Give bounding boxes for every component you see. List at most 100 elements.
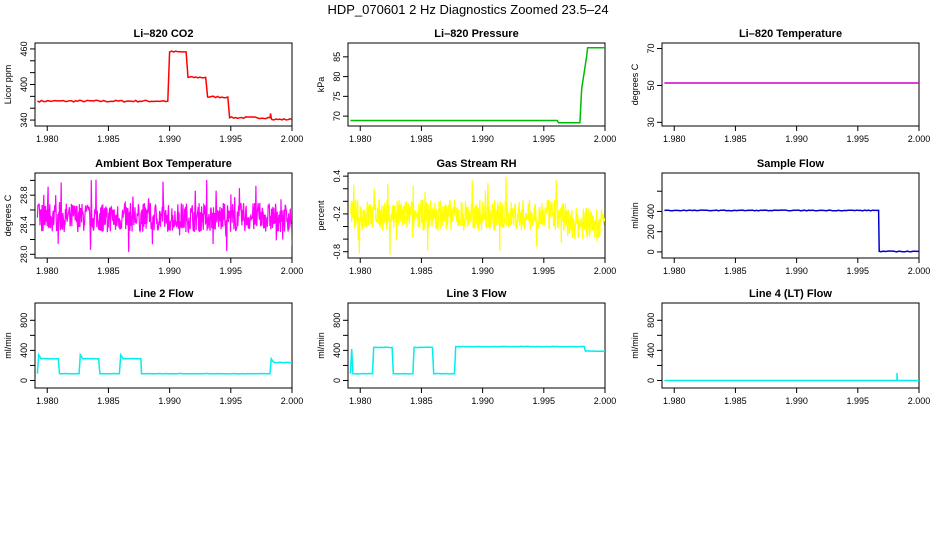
y-tick-label: 0 (332, 378, 342, 383)
y-tick-label: -0.8 (332, 244, 342, 260)
y-axis-label: degrees C (630, 63, 640, 105)
x-tick-label: 1.990 (785, 134, 808, 144)
chart-title: Line 3 Flow (447, 288, 507, 300)
x-tick-label: 1.980 (663, 266, 686, 276)
x-tick-label: 1.985 (724, 396, 747, 406)
series-line (36, 352, 292, 375)
y-tick-label: 400 (19, 343, 29, 358)
x-tick-label: 2.000 (281, 134, 304, 144)
x-tick-label: 1.995 (847, 266, 870, 276)
y-tick-label: 28.4 (19, 216, 29, 234)
y-axis-label: degrees C (3, 194, 13, 236)
x-tick-label: 1.985 (97, 134, 120, 144)
chart-panel-8: Line 3 Flow ml/min 1.980 1.985 1.990 1.995 2.0… (316, 288, 616, 406)
x-tick-label: 1.995 (220, 266, 243, 276)
series-line (350, 46, 605, 124)
plot-frame (347, 42, 606, 127)
chart-title: Sample Flow (757, 158, 825, 170)
y-tick-label: 400 (646, 204, 656, 219)
chart-title: Line 4 (LT) Flow (749, 288, 832, 300)
plot-frame (661, 172, 920, 259)
x-tick-label: 1.985 (410, 266, 433, 276)
y-tick-label: 70 (646, 44, 656, 54)
chart-panel-3: Li–820 Temperature degrees C 1.980 1.985 1.9… (630, 28, 930, 144)
x-tick-label: 1.985 (97, 266, 120, 276)
chart-panel-7: Line 2 Flow ml/min 1.980 1.985 1.990 1.995 2.0… (3, 288, 303, 406)
y-tick-label: 75 (332, 91, 342, 101)
series-line (36, 179, 292, 253)
plot-frame (661, 42, 920, 127)
y-tick-label: 85 (332, 52, 342, 62)
series-line (37, 50, 292, 121)
page-title: HDP_070601 2 Hz Diagnostics Zoomed 23.5–… (327, 2, 609, 17)
y-tick-label: 80 (332, 72, 342, 82)
x-tick-label: 1.995 (847, 134, 870, 144)
y-tick-label: 400 (332, 343, 342, 358)
plot-frame (34, 42, 293, 127)
x-tick-label: 1.980 (36, 266, 59, 276)
y-tick-label: 28.0 (19, 246, 29, 264)
y-axis-label: ml/min (3, 332, 13, 359)
y-tick-label: 28.8 (19, 186, 29, 204)
chart-panel-4: Ambient Box Temperature degrees C 1.980 1.9… (3, 158, 303, 276)
x-tick-label: 1.990 (158, 396, 181, 406)
y-axis-label: percent (316, 200, 326, 231)
plot-frame (347, 302, 606, 389)
chart-panel-5: Gas Stream RH percent 1.980 1.985 1.990 1.995… (316, 158, 616, 276)
x-tick-label: 1.995 (533, 134, 556, 144)
x-tick-label: 1.990 (785, 396, 808, 406)
series-line (664, 372, 919, 382)
x-tick-label: 1.995 (220, 396, 243, 406)
x-tick-label: 1.995 (533, 266, 556, 276)
y-tick-label: -0.2 (332, 206, 342, 222)
x-tick-label: 2.000 (281, 396, 304, 406)
chart-title: Li–820 CO2 (134, 28, 194, 40)
y-tick-label: 30 (646, 117, 656, 127)
x-tick-label: 2.000 (594, 134, 617, 144)
x-tick-label: 1.985 (97, 396, 120, 406)
chart-title: Line 2 Flow (134, 288, 194, 300)
y-axis-label: ml/min (316, 332, 326, 359)
x-tick-label: 2.000 (281, 266, 304, 276)
chart-title: Li–820 Pressure (434, 28, 518, 40)
x-tick-label: 1.980 (663, 134, 686, 144)
y-axis-label: ml/min (630, 202, 640, 229)
x-tick-label: 2.000 (594, 266, 617, 276)
y-tick-label: 400 (19, 77, 29, 92)
y-tick-label: 0 (646, 249, 656, 254)
chart-panel-2: Li–820 Pressure kPa 1.980 1.985 1.990 1.995 2.… (316, 28, 616, 144)
y-axis-label: ml/min (630, 332, 640, 359)
plot-frame (34, 172, 293, 259)
y-tick-label: 70 (332, 111, 342, 121)
x-tick-label: 1.980 (349, 134, 372, 144)
y-axis-label: Licor ppm (3, 65, 13, 105)
x-tick-label: 1.990 (158, 134, 181, 144)
y-tick-label: 340 (19, 113, 29, 128)
plot-frame (661, 302, 920, 389)
x-tick-label: 1.980 (36, 134, 59, 144)
series-line (664, 209, 919, 253)
x-tick-label: 1.990 (785, 266, 808, 276)
y-tick-label: 800 (19, 313, 29, 328)
x-tick-label: 2.000 (908, 396, 931, 406)
x-tick-label: 1.990 (158, 266, 181, 276)
x-tick-label: 1.985 (410, 396, 433, 406)
chart-title: Gas Stream RH (436, 158, 516, 170)
y-tick-label: 50 (646, 80, 656, 90)
chart-panel-9: Line 4 (LT) Flow ml/min 1.980 1.985 1.990 1.9… (630, 288, 930, 406)
x-tick-label: 1.995 (533, 396, 556, 406)
x-tick-label: 1.980 (349, 266, 372, 276)
series-line (349, 176, 605, 255)
x-tick-label: 1.990 (471, 266, 494, 276)
plot-frame (347, 172, 606, 259)
x-tick-label: 1.985 (724, 134, 747, 144)
x-tick-label: 2.000 (594, 396, 617, 406)
y-tick-label: 400 (646, 343, 656, 358)
x-tick-label: 1.980 (36, 396, 59, 406)
y-tick-label: 800 (646, 313, 656, 328)
x-tick-label: 1.990 (471, 396, 494, 406)
x-tick-label: 1.995 (847, 396, 870, 406)
chart-title: Ambient Box Temperature (95, 158, 232, 170)
plot-frame (34, 302, 293, 389)
